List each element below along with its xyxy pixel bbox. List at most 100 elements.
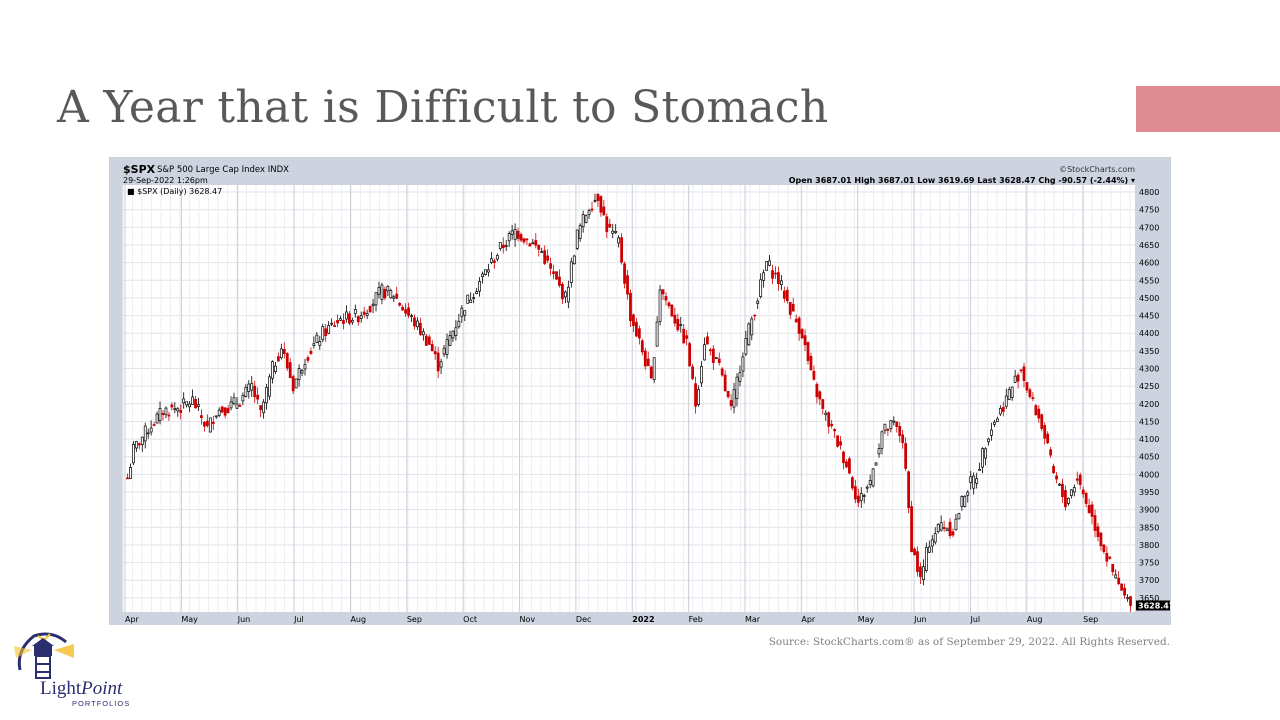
candle	[155, 413, 159, 424]
candle	[442, 347, 446, 355]
candle	[969, 476, 973, 483]
candle	[413, 317, 416, 327]
candle	[235, 403, 239, 409]
candle	[1055, 475, 1058, 480]
candle	[433, 351, 437, 355]
candle	[747, 323, 751, 346]
candle	[143, 425, 147, 442]
x-tick-label: Dec	[576, 615, 591, 624]
candle	[623, 263, 626, 284]
last-value-tag	[1136, 600, 1170, 611]
candle	[164, 407, 168, 416]
candle	[901, 434, 905, 443]
candle	[632, 314, 635, 326]
candle	[528, 243, 532, 247]
y-tick-label: 4600	[1139, 259, 1159, 268]
candle	[294, 378, 298, 389]
candle	[327, 325, 331, 334]
candle	[605, 216, 609, 233]
x-tick-label: Apr	[125, 615, 140, 624]
candle	[531, 242, 535, 245]
slide-title: A Year that is Difficult to Stomach	[57, 82, 829, 133]
candle	[566, 286, 570, 303]
candle	[1064, 490, 1067, 508]
candle	[401, 306, 405, 311]
candle	[646, 358, 650, 367]
candle	[223, 407, 227, 416]
candle	[1001, 406, 1005, 412]
candle	[451, 330, 455, 339]
candle	[685, 335, 689, 339]
candle	[652, 357, 656, 380]
candle	[679, 324, 683, 326]
candle	[457, 320, 461, 328]
candle	[664, 296, 668, 301]
candle	[285, 353, 289, 369]
candle	[315, 334, 319, 343]
candle	[336, 320, 339, 324]
candle	[1066, 497, 1070, 504]
candle	[865, 486, 869, 489]
candle	[1028, 389, 1032, 397]
x-tick-label: Jul	[293, 615, 304, 624]
candle	[729, 400, 733, 407]
candle	[697, 389, 700, 406]
y-tick-label: 3700	[1139, 576, 1159, 585]
candle	[507, 233, 511, 242]
candle	[404, 309, 407, 314]
candle	[954, 518, 958, 531]
candle	[472, 297, 476, 299]
candle	[1019, 369, 1023, 372]
candle	[599, 196, 603, 213]
chart-date: 29-Sep-2022 1:26pm	[123, 176, 208, 185]
candle	[611, 230, 615, 234]
candle	[806, 342, 810, 361]
candle	[581, 214, 585, 228]
candle	[380, 284, 384, 300]
candle	[1072, 487, 1076, 493]
candle	[262, 401, 265, 414]
x-tick-label: Jul	[969, 615, 980, 624]
candle	[558, 276, 561, 286]
candle	[309, 350, 313, 354]
y-tick-label: 4750	[1139, 206, 1159, 215]
candle	[330, 322, 334, 325]
candle	[498, 242, 502, 249]
candle	[217, 409, 221, 416]
candle	[421, 331, 425, 336]
candle	[389, 290, 393, 299]
candle	[960, 496, 964, 507]
y-tick-label: 3900	[1139, 506, 1159, 515]
candle	[818, 391, 822, 400]
candle	[673, 314, 677, 324]
candle	[936, 524, 940, 532]
candle	[706, 336, 709, 345]
candle	[365, 313, 369, 316]
candle	[703, 344, 706, 361]
candle	[590, 208, 594, 211]
candle	[782, 290, 786, 299]
candle	[661, 289, 665, 295]
candle	[744, 338, 748, 355]
candle	[318, 341, 322, 346]
y-tick-label: 4400	[1139, 329, 1159, 338]
candle	[635, 321, 638, 337]
candle	[348, 313, 351, 324]
y-tick-label: 4650	[1139, 241, 1159, 250]
candle	[176, 408, 180, 412]
y-tick-label: 4100	[1139, 435, 1159, 444]
candle	[608, 223, 612, 228]
x-axis: Apr May Jun Jul Aug Sep Oct Nov Dec 2022 Feb Mar Apr…	[125, 615, 1098, 624]
candle	[738, 372, 742, 382]
candle	[439, 361, 443, 368]
candle	[779, 280, 783, 285]
candle	[350, 320, 354, 323]
x-tick-label: Aug	[1027, 615, 1043, 624]
candle	[220, 406, 224, 413]
candle	[584, 214, 588, 223]
x-tick-label: Feb	[689, 615, 703, 624]
candle	[513, 229, 517, 240]
candle	[862, 495, 866, 497]
candle	[845, 461, 848, 468]
candle	[265, 387, 268, 404]
